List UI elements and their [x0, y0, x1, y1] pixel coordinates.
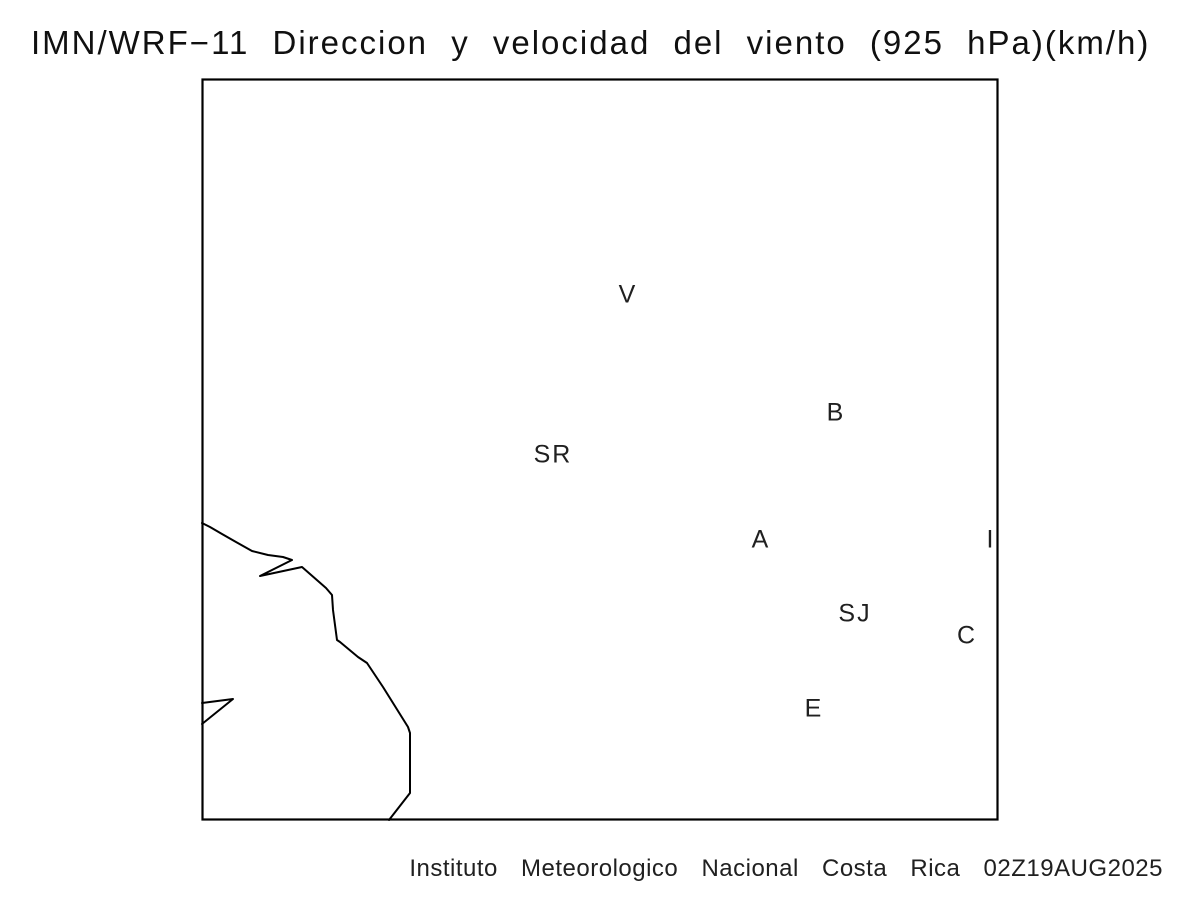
station-label-b: B — [826, 398, 846, 427]
page-title: IMN/WRF−11 Direccion y velocidad del vie… — [31, 24, 1151, 61]
station-label-a: A — [751, 525, 771, 554]
plot-frame — [201, 78, 999, 821]
station-label-i: I — [986, 525, 996, 554]
credit-line: Instituto Meteorologico Nacional Costa R… — [409, 855, 1163, 882]
station-label-v: V — [618, 280, 638, 309]
station-label-e: E — [804, 694, 824, 723]
station-label-sj: SJ — [838, 599, 872, 628]
station-label-c: C — [956, 621, 978, 650]
station-label-sr: SR — [533, 440, 573, 469]
coastline-path — [201, 522, 411, 821]
gulf-inlet-path — [201, 698, 234, 725]
